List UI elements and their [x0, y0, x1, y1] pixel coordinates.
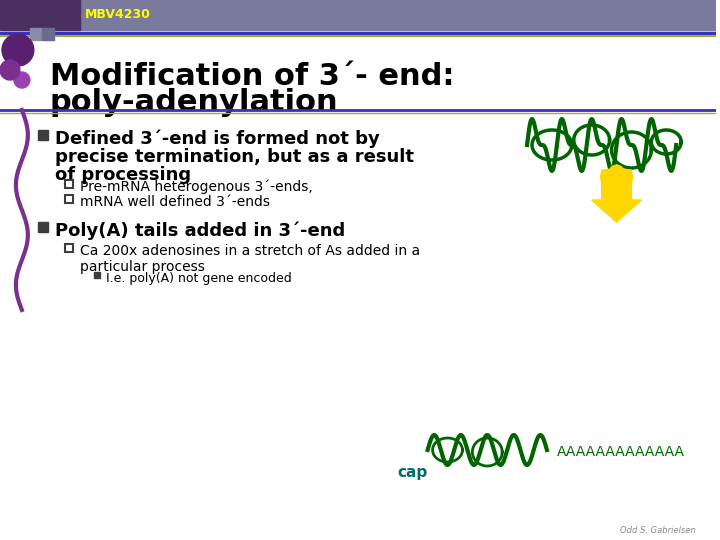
Bar [30, 28, 42, 40]
Bar [0, 0, 79, 30]
Polygon shape [592, 170, 642, 222]
Text: I.e. poly(A) not gene encoded: I.e. poly(A) not gene encoded [107, 272, 292, 285]
Text: precise termination, but as a result: precise termination, but as a result [55, 148, 414, 166]
Bar [65, 195, 73, 203]
Bar [42, 28, 54, 40]
Circle shape [0, 60, 20, 80]
Bar [0, 0, 716, 30]
Text: Modification of 3´- end:: Modification of 3´- end: [50, 62, 454, 91]
Text: poly-adenylation: poly-adenylation [50, 88, 338, 117]
Bar [65, 180, 73, 188]
Text: MBV4230: MBV4230 [84, 9, 150, 22]
Text: Ca 200x adenosines in a stretch of As added in a: Ca 200x adenosines in a stretch of As ad… [79, 244, 420, 258]
Text: mRNA well defined 3´-ends: mRNA well defined 3´-ends [79, 195, 269, 209]
Text: Defined 3´-end is formed not by: Defined 3´-end is formed not by [55, 130, 379, 148]
Text: Pre-mRNA heterogenous 3´-ends,: Pre-mRNA heterogenous 3´-ends, [79, 180, 312, 194]
Text: Odd S. Gabrielsen: Odd S. Gabrielsen [621, 526, 696, 535]
FancyArrowPatch shape [608, 173, 625, 194]
Bar [37, 222, 48, 232]
Circle shape [2, 34, 34, 66]
Circle shape [14, 72, 30, 88]
Bar [94, 272, 100, 278]
Text: particular process: particular process [79, 260, 204, 274]
Bar [37, 130, 48, 140]
Text: Poly(A) tails added in 3´-end: Poly(A) tails added in 3´-end [55, 222, 345, 240]
Text: AAAAAAAAAAAAA: AAAAAAAAAAAAA [557, 445, 685, 459]
Text: cap: cap [397, 465, 428, 480]
Bar [65, 244, 73, 252]
Text: of processing: of processing [55, 166, 191, 184]
